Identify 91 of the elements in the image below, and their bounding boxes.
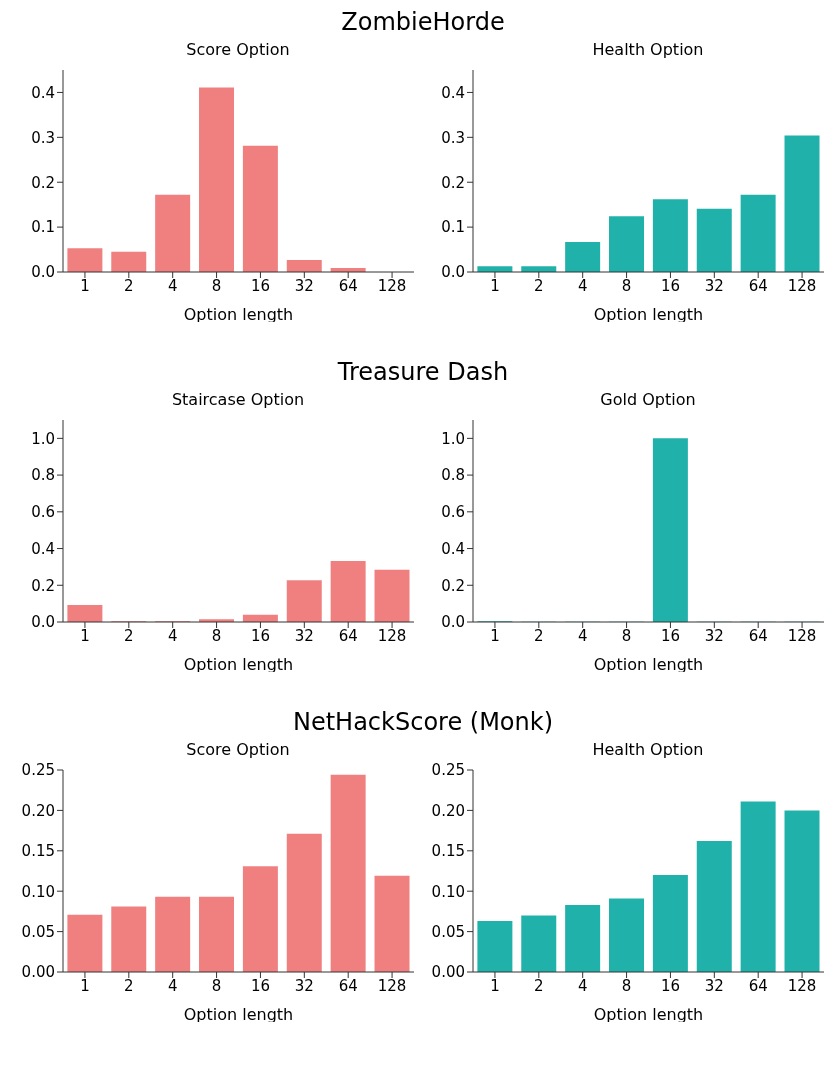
y-tick-label: 0.05 [21, 922, 55, 941]
x-tick-label: 1 [490, 626, 500, 645]
y-tick-label: 0.10 [21, 882, 55, 901]
y-tick-label: 0.3 [441, 128, 465, 147]
y-tick-label: 0.2 [31, 173, 55, 192]
y-tick-label: 1.0 [31, 429, 55, 448]
x-tick-label: 4 [167, 626, 178, 645]
y-tick-label: 0.25 [431, 761, 465, 780]
x-tick-label: 2 [534, 976, 544, 995]
x-tick-label: 16 [660, 976, 680, 995]
x-tick-label: 1 [80, 976, 90, 995]
y-tick-label: 0.1 [441, 218, 465, 237]
x-tick-label: 16 [250, 276, 270, 295]
x-tick-label: 2 [534, 626, 544, 645]
chart-title: NetHackScore (Monk) [291, 708, 555, 738]
y-tick-label: 0.4 [31, 83, 55, 102]
x-tick-label: 2 [124, 976, 134, 995]
x-tick-label: 1 [80, 276, 90, 295]
x-tick-label: 16 [660, 276, 680, 295]
x-tick-label: 16 [660, 626, 680, 645]
x-tick-label: 32 [294, 626, 314, 645]
y-tick-label: 0.15 [431, 842, 465, 861]
x-tick-label: 32 [294, 976, 314, 995]
x-tick-label: 32 [704, 626, 724, 645]
x-tick-label: 64 [748, 276, 768, 295]
x-tick-label: 64 [338, 276, 358, 295]
y-tick-label: 0.10 [431, 882, 465, 901]
x-tick-label: 8 [211, 626, 222, 645]
x-tick-label: 8 [621, 626, 632, 645]
y-tick-label: 0.4 [441, 539, 465, 558]
y-tick-label: 0.05 [431, 922, 465, 941]
chart-subtitle: Health Option [591, 40, 705, 60]
y-tick-label: 0.00 [431, 963, 465, 982]
x-tick-label: 16 [250, 976, 270, 995]
y-tick-label: 1.0 [441, 429, 465, 448]
x-tick-label: 64 [338, 626, 358, 645]
y-tick-label: 0.0 [441, 613, 465, 632]
y-tick-label: 0.6 [31, 503, 55, 522]
x-tick-label: 128 [377, 276, 407, 295]
y-tick-label: 0.2 [441, 576, 465, 595]
chart-title: ZombieHorde [340, 8, 506, 38]
x-tick-label: 4 [577, 276, 588, 295]
y-tick-label: 0.1 [31, 218, 55, 237]
y-tick-label: 0.0 [441, 263, 465, 282]
y-tick-label: 0.2 [31, 576, 55, 595]
x-tick-label: 4 [167, 976, 178, 995]
x-tick-label: 128 [377, 976, 407, 995]
y-tick-label: 0.4 [31, 539, 55, 558]
x-tick-label: 32 [704, 276, 724, 295]
chart-subtitle: Staircase Option [170, 390, 306, 410]
y-tick-label: 0.3 [31, 128, 55, 147]
x-tick-label: 32 [294, 276, 314, 295]
y-tick-label: 0.00 [21, 963, 55, 982]
chart-title: Treasure Dash [336, 358, 510, 388]
y-tick-label: 0.15 [21, 842, 55, 861]
x-tick-label: 4 [577, 976, 588, 995]
x-tick-label: 128 [377, 626, 407, 645]
x-tick-label: 1 [80, 626, 90, 645]
y-tick-label: 0.20 [21, 801, 55, 820]
y-tick-label: 0.4 [441, 83, 465, 102]
y-tick-label: 0.8 [31, 466, 55, 485]
y-tick-label: 0.0 [31, 613, 55, 632]
x-tick-label: 64 [748, 626, 768, 645]
x-tick-label: 2 [534, 276, 544, 295]
chart-subtitle: Gold Option [599, 390, 697, 410]
chart-subtitle: Health Option [591, 740, 705, 760]
x-tick-label: 64 [338, 976, 358, 995]
x-tick-label: 2 [124, 626, 134, 645]
x-tick-label: 8 [211, 976, 222, 995]
x-tick-label: 8 [621, 276, 632, 295]
y-tick-label: 0.20 [431, 801, 465, 820]
y-tick-label: 0.0 [31, 263, 55, 282]
x-tick-label: 1 [490, 976, 500, 995]
x-tick-label: 4 [577, 626, 588, 645]
x-tick-label: 16 [250, 626, 270, 645]
chart-subtitle: Score Option [185, 40, 291, 60]
chart-subtitle: Score Option [185, 740, 291, 760]
y-tick-label: 0.25 [21, 761, 55, 780]
x-tick-label: 8 [621, 976, 632, 995]
x-tick-label: 64 [748, 976, 768, 995]
x-tick-label: 32 [704, 976, 724, 995]
x-tick-label: 2 [124, 276, 134, 295]
x-tick-label: 128 [787, 626, 817, 645]
x-tick-label: 4 [167, 276, 178, 295]
x-tick-label: 128 [787, 276, 817, 295]
y-tick-label: 0.6 [441, 503, 465, 522]
x-tick-label: 8 [211, 276, 222, 295]
x-tick-label: 1 [490, 276, 500, 295]
y-tick-label: 0.2 [441, 173, 465, 192]
x-tick-label: 128 [787, 976, 817, 995]
y-tick-label: 0.8 [441, 466, 465, 485]
